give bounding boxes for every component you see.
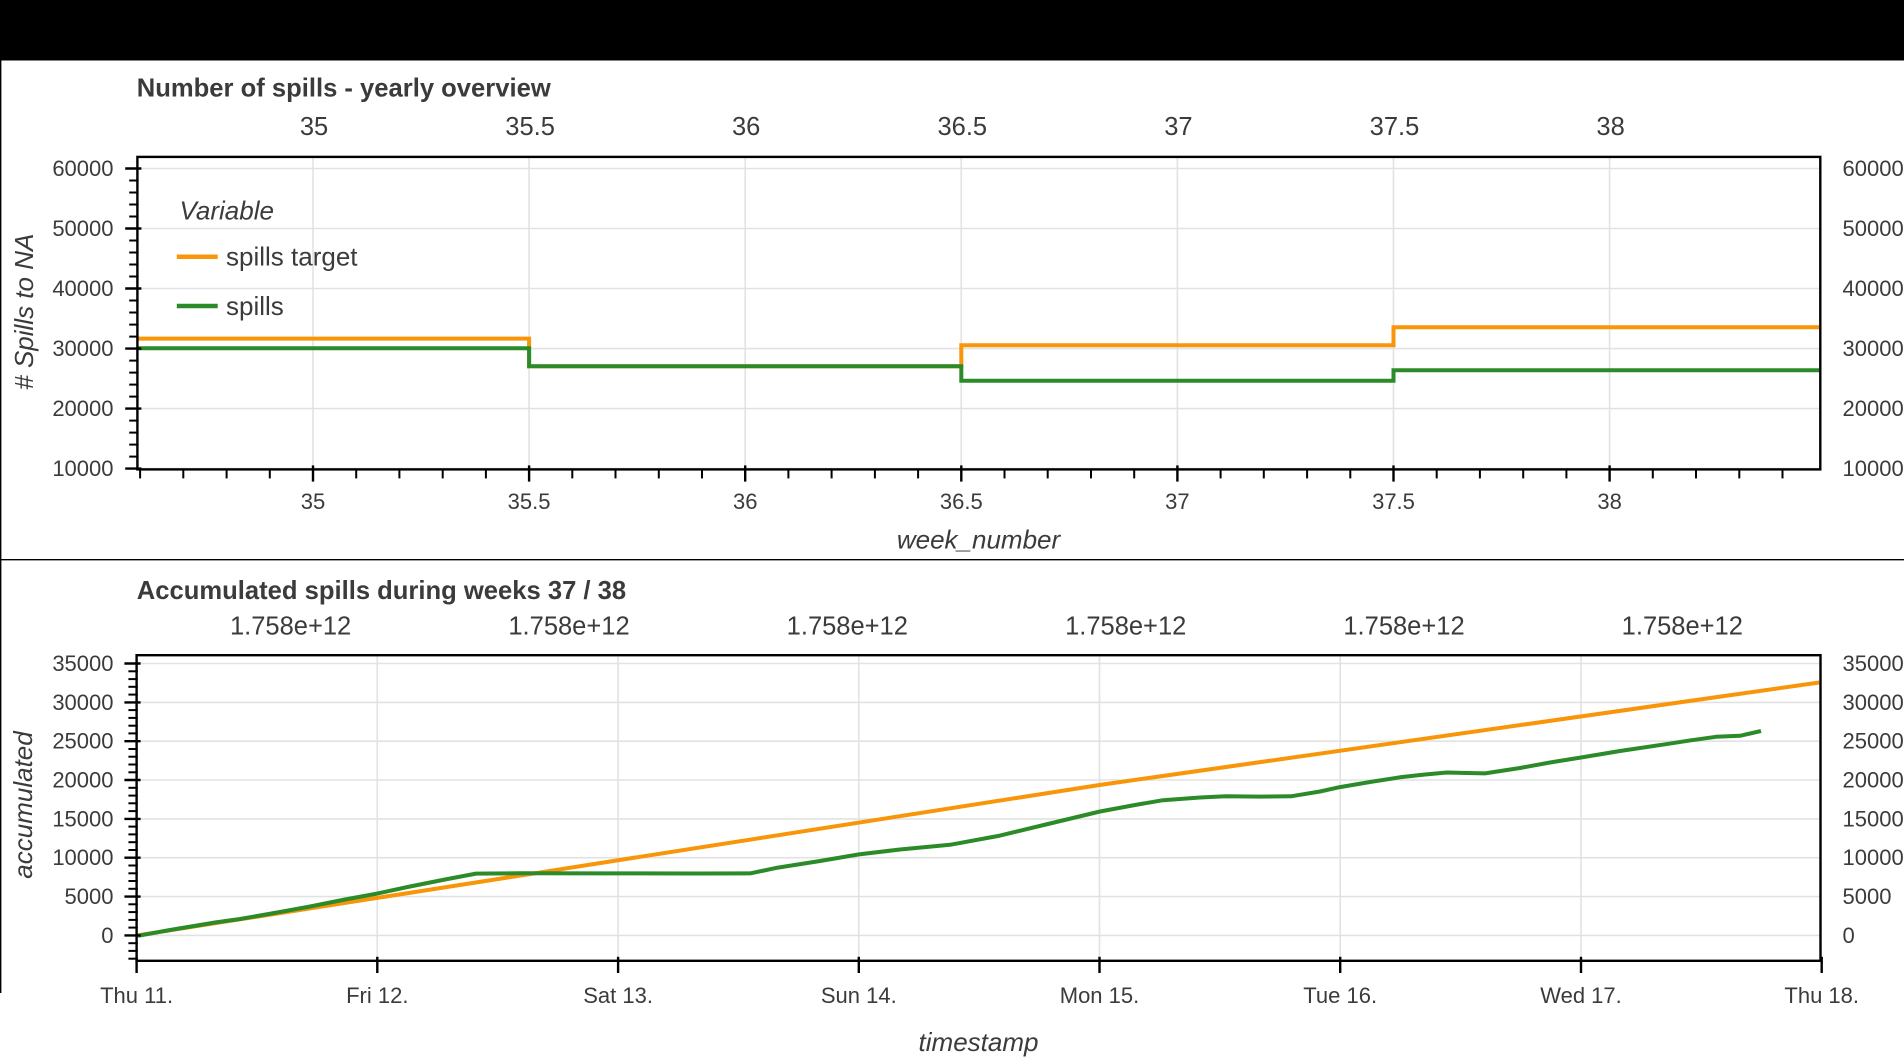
svg-text:Mon 15.: Mon 15. (1060, 983, 1140, 1008)
svg-text:36.5: 36.5 (937, 113, 987, 141)
svg-text:Variable: Variable (180, 196, 274, 226)
svg-text:38: 38 (1597, 489, 1621, 514)
svg-text:15000: 15000 (1843, 806, 1904, 831)
svg-text:Thu 18.: Thu 18. (1784, 983, 1859, 1008)
svg-text:Wed 17.: Wed 17. (1540, 983, 1622, 1008)
svg-text:36.5: 36.5 (940, 489, 983, 514)
svg-text:Fri 12.: Fri 12. (346, 983, 408, 1008)
svg-text:0: 0 (101, 923, 113, 948)
svg-text:35000: 35000 (1843, 651, 1904, 676)
svg-text:35.5: 35.5 (508, 489, 551, 514)
svg-text:5000: 5000 (1843, 884, 1892, 909)
svg-text:spills target: spills target (226, 242, 358, 272)
svg-text:60000: 60000 (52, 156, 113, 181)
svg-text:30000: 30000 (52, 690, 113, 715)
svg-text:Accumulated spills during week: Accumulated spills during weeks 37 / 38 (137, 577, 626, 605)
svg-text:week_number: week_number (897, 525, 1062, 555)
svg-text:35.5: 35.5 (505, 113, 555, 141)
svg-text:30000: 30000 (52, 336, 113, 361)
svg-text:10000: 10000 (52, 845, 113, 870)
svg-text:30000: 30000 (1843, 690, 1904, 715)
svg-text:40000: 40000 (52, 276, 113, 301)
svg-text:36: 36 (732, 113, 760, 141)
svg-text:timestamp: timestamp (919, 1027, 1039, 1057)
svg-text:1.758e+12: 1.758e+12 (1343, 612, 1464, 640)
svg-text:0: 0 (1843, 923, 1855, 948)
svg-text:20000: 20000 (52, 396, 113, 421)
svg-text:38: 38 (1596, 113, 1624, 141)
svg-text:30000: 30000 (1843, 336, 1904, 361)
svg-text:60000: 60000 (1843, 156, 1904, 181)
svg-text:Number of spills - yearly over: Number of spills - yearly overview (137, 75, 551, 103)
svg-text:Thu 11.: Thu 11. (100, 983, 173, 1008)
svg-text:5000: 5000 (65, 884, 114, 909)
svg-text:35000: 35000 (52, 651, 113, 676)
svg-text:25000: 25000 (52, 729, 113, 754)
svg-text:50000: 50000 (1843, 216, 1904, 241)
svg-text:Sat 13.: Sat 13. (583, 983, 653, 1008)
svg-text:1.758e+12: 1.758e+12 (508, 612, 629, 640)
svg-text:50000: 50000 (52, 216, 113, 241)
svg-text:10000: 10000 (52, 456, 113, 481)
svg-text:20000: 20000 (1843, 768, 1904, 793)
svg-text:35: 35 (300, 113, 328, 141)
svg-text:Tue 16.: Tue 16. (1303, 983, 1377, 1008)
svg-text:35: 35 (301, 489, 325, 514)
svg-text:25000: 25000 (1843, 729, 1904, 754)
svg-text:spills: spills (226, 291, 284, 321)
svg-text:37.5: 37.5 (1372, 489, 1415, 514)
svg-text:37.5: 37.5 (1370, 113, 1420, 141)
svg-text:36: 36 (733, 489, 757, 514)
svg-text:accumulated: accumulated (8, 730, 38, 879)
svg-text:37: 37 (1165, 489, 1189, 514)
svg-text:15000: 15000 (52, 806, 113, 831)
svg-text:# Spills to NA: # Spills to NA (9, 234, 39, 390)
svg-text:1.758e+12: 1.758e+12 (230, 612, 351, 640)
svg-text:20000: 20000 (52, 768, 113, 793)
svg-text:1.758e+12: 1.758e+12 (1622, 612, 1743, 640)
svg-text:20000: 20000 (1843, 396, 1904, 421)
svg-text:37: 37 (1164, 113, 1192, 141)
svg-text:10000: 10000 (1843, 845, 1904, 870)
svg-text:40000: 40000 (1843, 276, 1904, 301)
svg-text:10000: 10000 (1843, 456, 1904, 481)
svg-text:Sun 14.: Sun 14. (821, 983, 897, 1008)
svg-text:1.758e+12: 1.758e+12 (787, 612, 908, 640)
svg-text:1.758e+12: 1.758e+12 (1065, 612, 1186, 640)
